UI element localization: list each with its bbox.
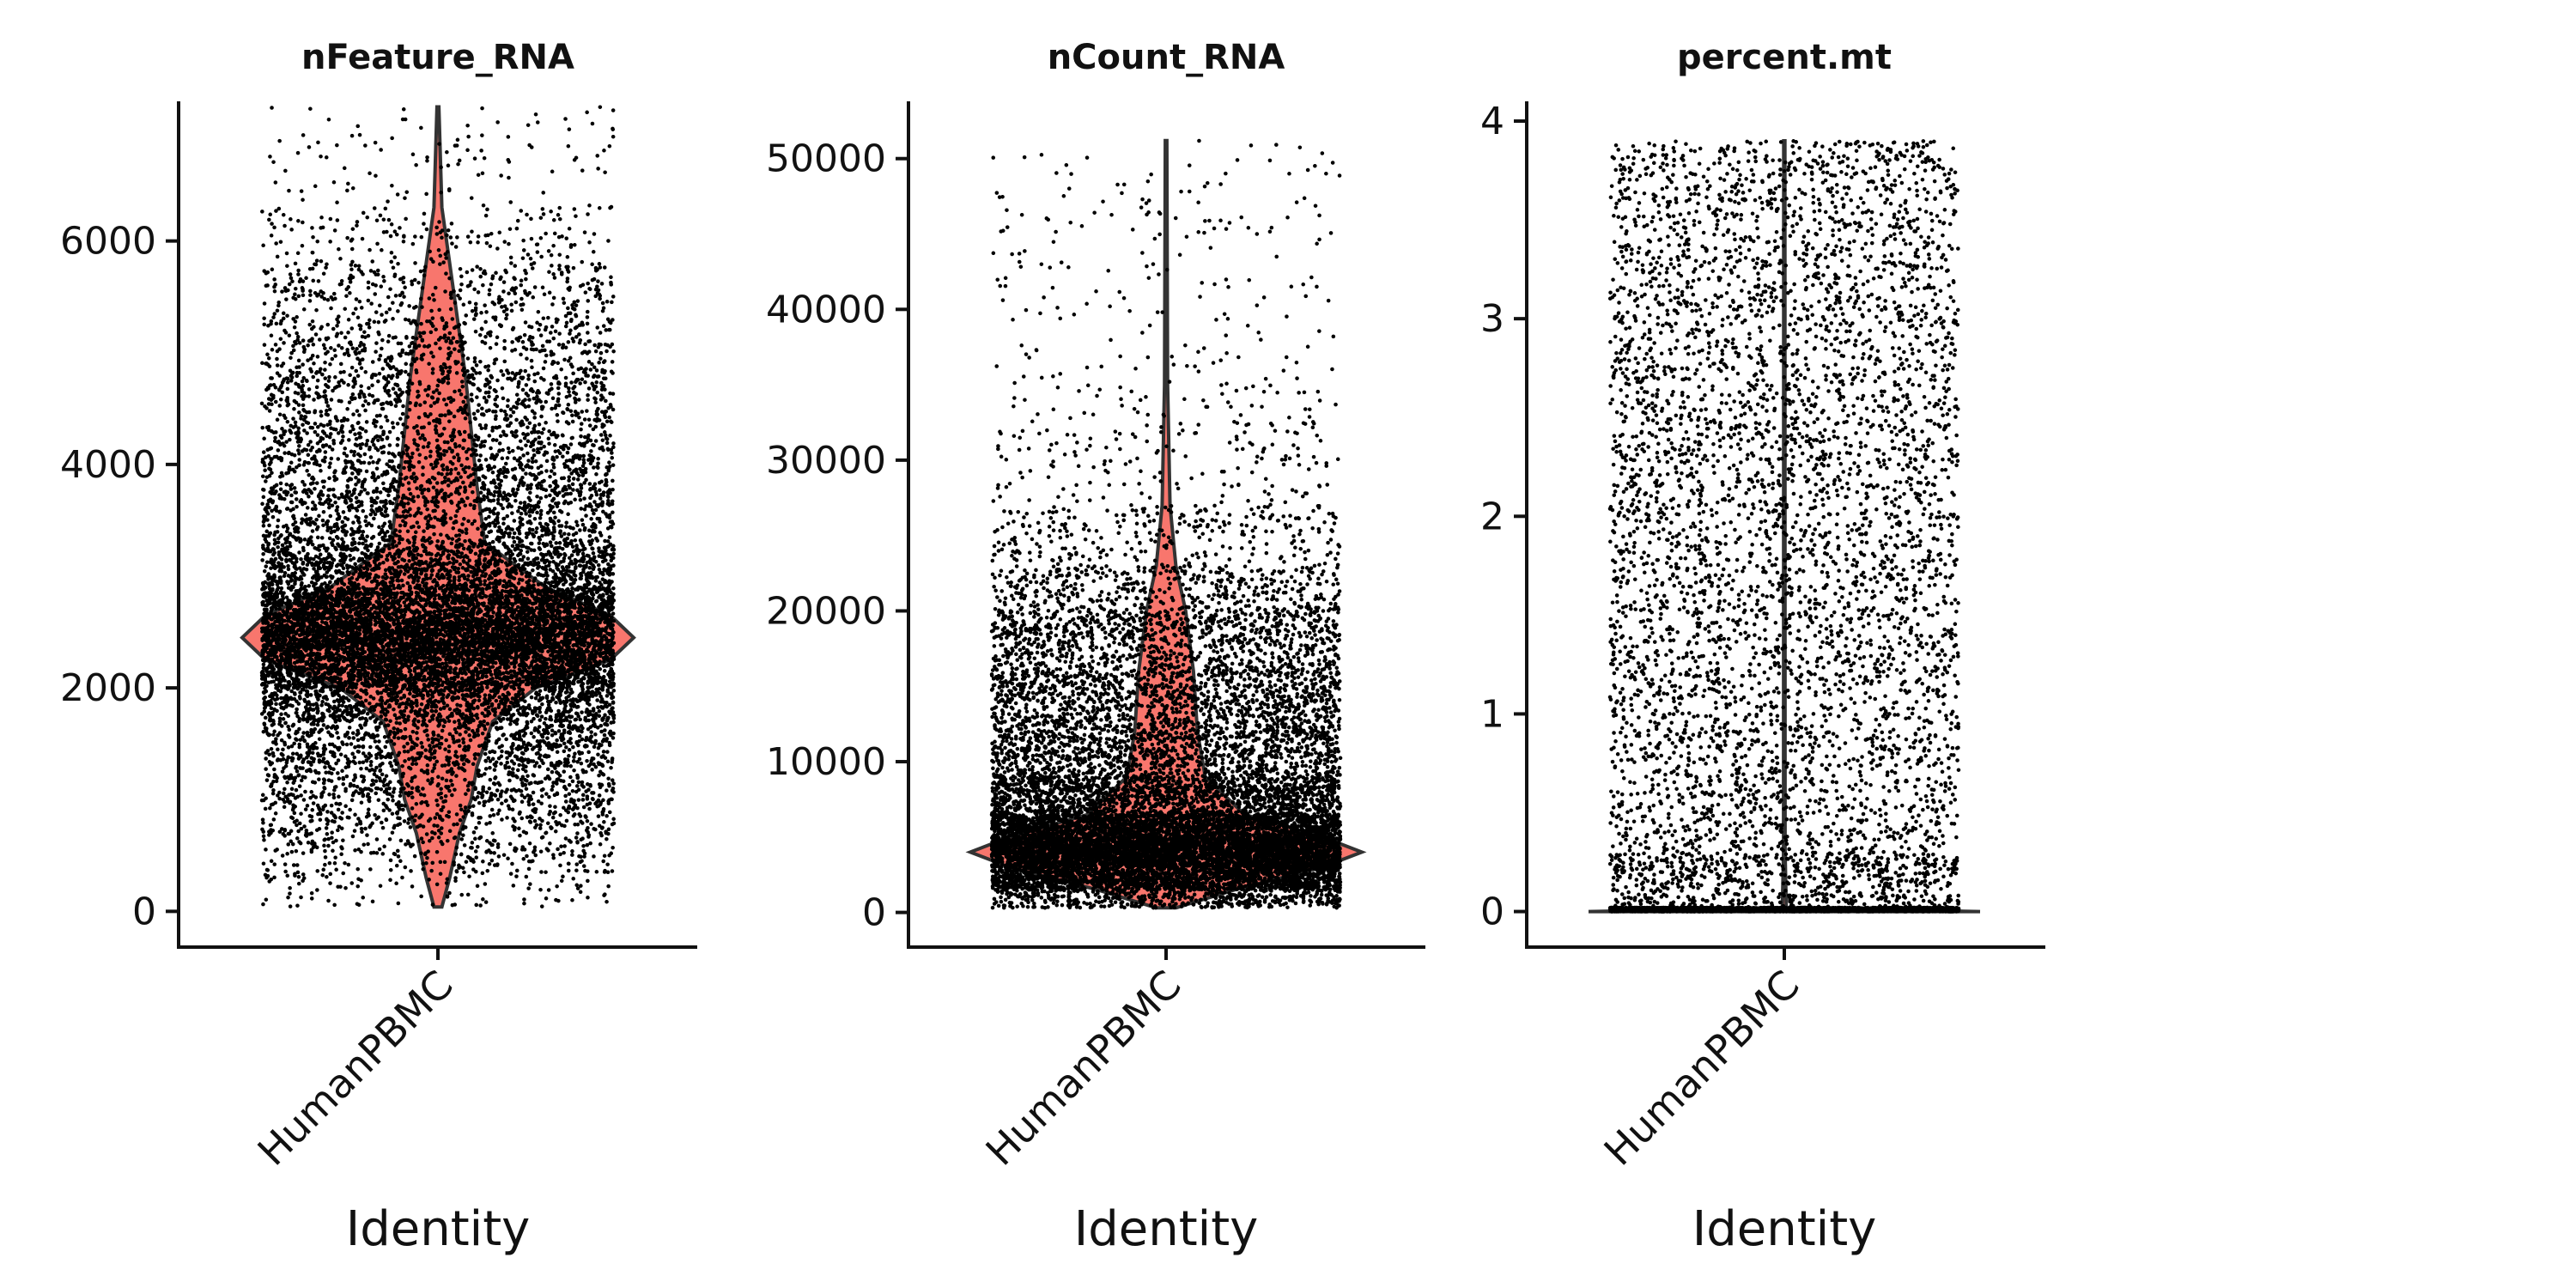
y-tick-label: 3 bbox=[1480, 297, 1504, 341]
y-ticks: 0 1 2 3 4 bbox=[1480, 100, 1527, 934]
panel-nfeature-rna: nFeature_RNA 0 2000 4000 6000 HumanPBMC Ide… bbox=[60, 38, 697, 1257]
y-tick-label: 0 bbox=[132, 890, 156, 933]
y-tick-label: 30000 bbox=[766, 439, 886, 483]
x-category-label: HumanPBMC bbox=[249, 962, 462, 1175]
panel-title: percent.mt bbox=[1677, 38, 1892, 77]
points-layer bbox=[989, 138, 1343, 910]
panel-ncount-rna: nCount_RNA 0 10000 20000 30000 40000 50000 Hu… bbox=[766, 38, 1425, 1257]
data-points bbox=[989, 138, 1343, 910]
x-category-label: HumanPBMC bbox=[1595, 962, 1808, 1175]
x-axis-title: Identity bbox=[1074, 1201, 1259, 1257]
panel-percent-mt: percent.mt 0 1 2 3 4 HumanPBMC Identity bbox=[1480, 38, 2045, 1257]
violin-shape bbox=[1588, 139, 1981, 914]
data-points bbox=[1607, 139, 1961, 914]
y-tick-label: 2000 bbox=[60, 666, 156, 710]
x-axis-title: Identity bbox=[346, 1201, 531, 1257]
y-tick-label: 1 bbox=[1480, 692, 1504, 736]
data-points bbox=[259, 105, 617, 908]
x-axis-title: Identity bbox=[1692, 1201, 1877, 1257]
y-tick-label: 4 bbox=[1480, 100, 1504, 143]
y-tick-label: 20000 bbox=[766, 589, 886, 633]
y-ticks: 0 2000 4000 6000 bbox=[60, 220, 179, 933]
points-layer bbox=[1607, 139, 1961, 914]
y-tick-label: 40000 bbox=[766, 288, 886, 331]
y-tick-label: 6000 bbox=[60, 220, 156, 264]
y-tick-label: 2 bbox=[1480, 495, 1504, 538]
x-category-label: HumanPBMC bbox=[977, 962, 1190, 1175]
panel-title: nFeature_RNA bbox=[301, 38, 574, 77]
y-ticks: 0 10000 20000 30000 40000 50000 bbox=[766, 137, 908, 935]
y-tick-label: 0 bbox=[1480, 890, 1504, 934]
y-tick-label: 4000 bbox=[60, 443, 156, 487]
panel-title: nCount_RNA bbox=[1048, 38, 1285, 77]
violin-layer bbox=[1588, 139, 1981, 914]
y-tick-label: 50000 bbox=[766, 137, 886, 181]
y-tick-label: 0 bbox=[862, 891, 886, 935]
y-tick-label: 10000 bbox=[766, 740, 886, 784]
points-layer bbox=[259, 105, 617, 908]
